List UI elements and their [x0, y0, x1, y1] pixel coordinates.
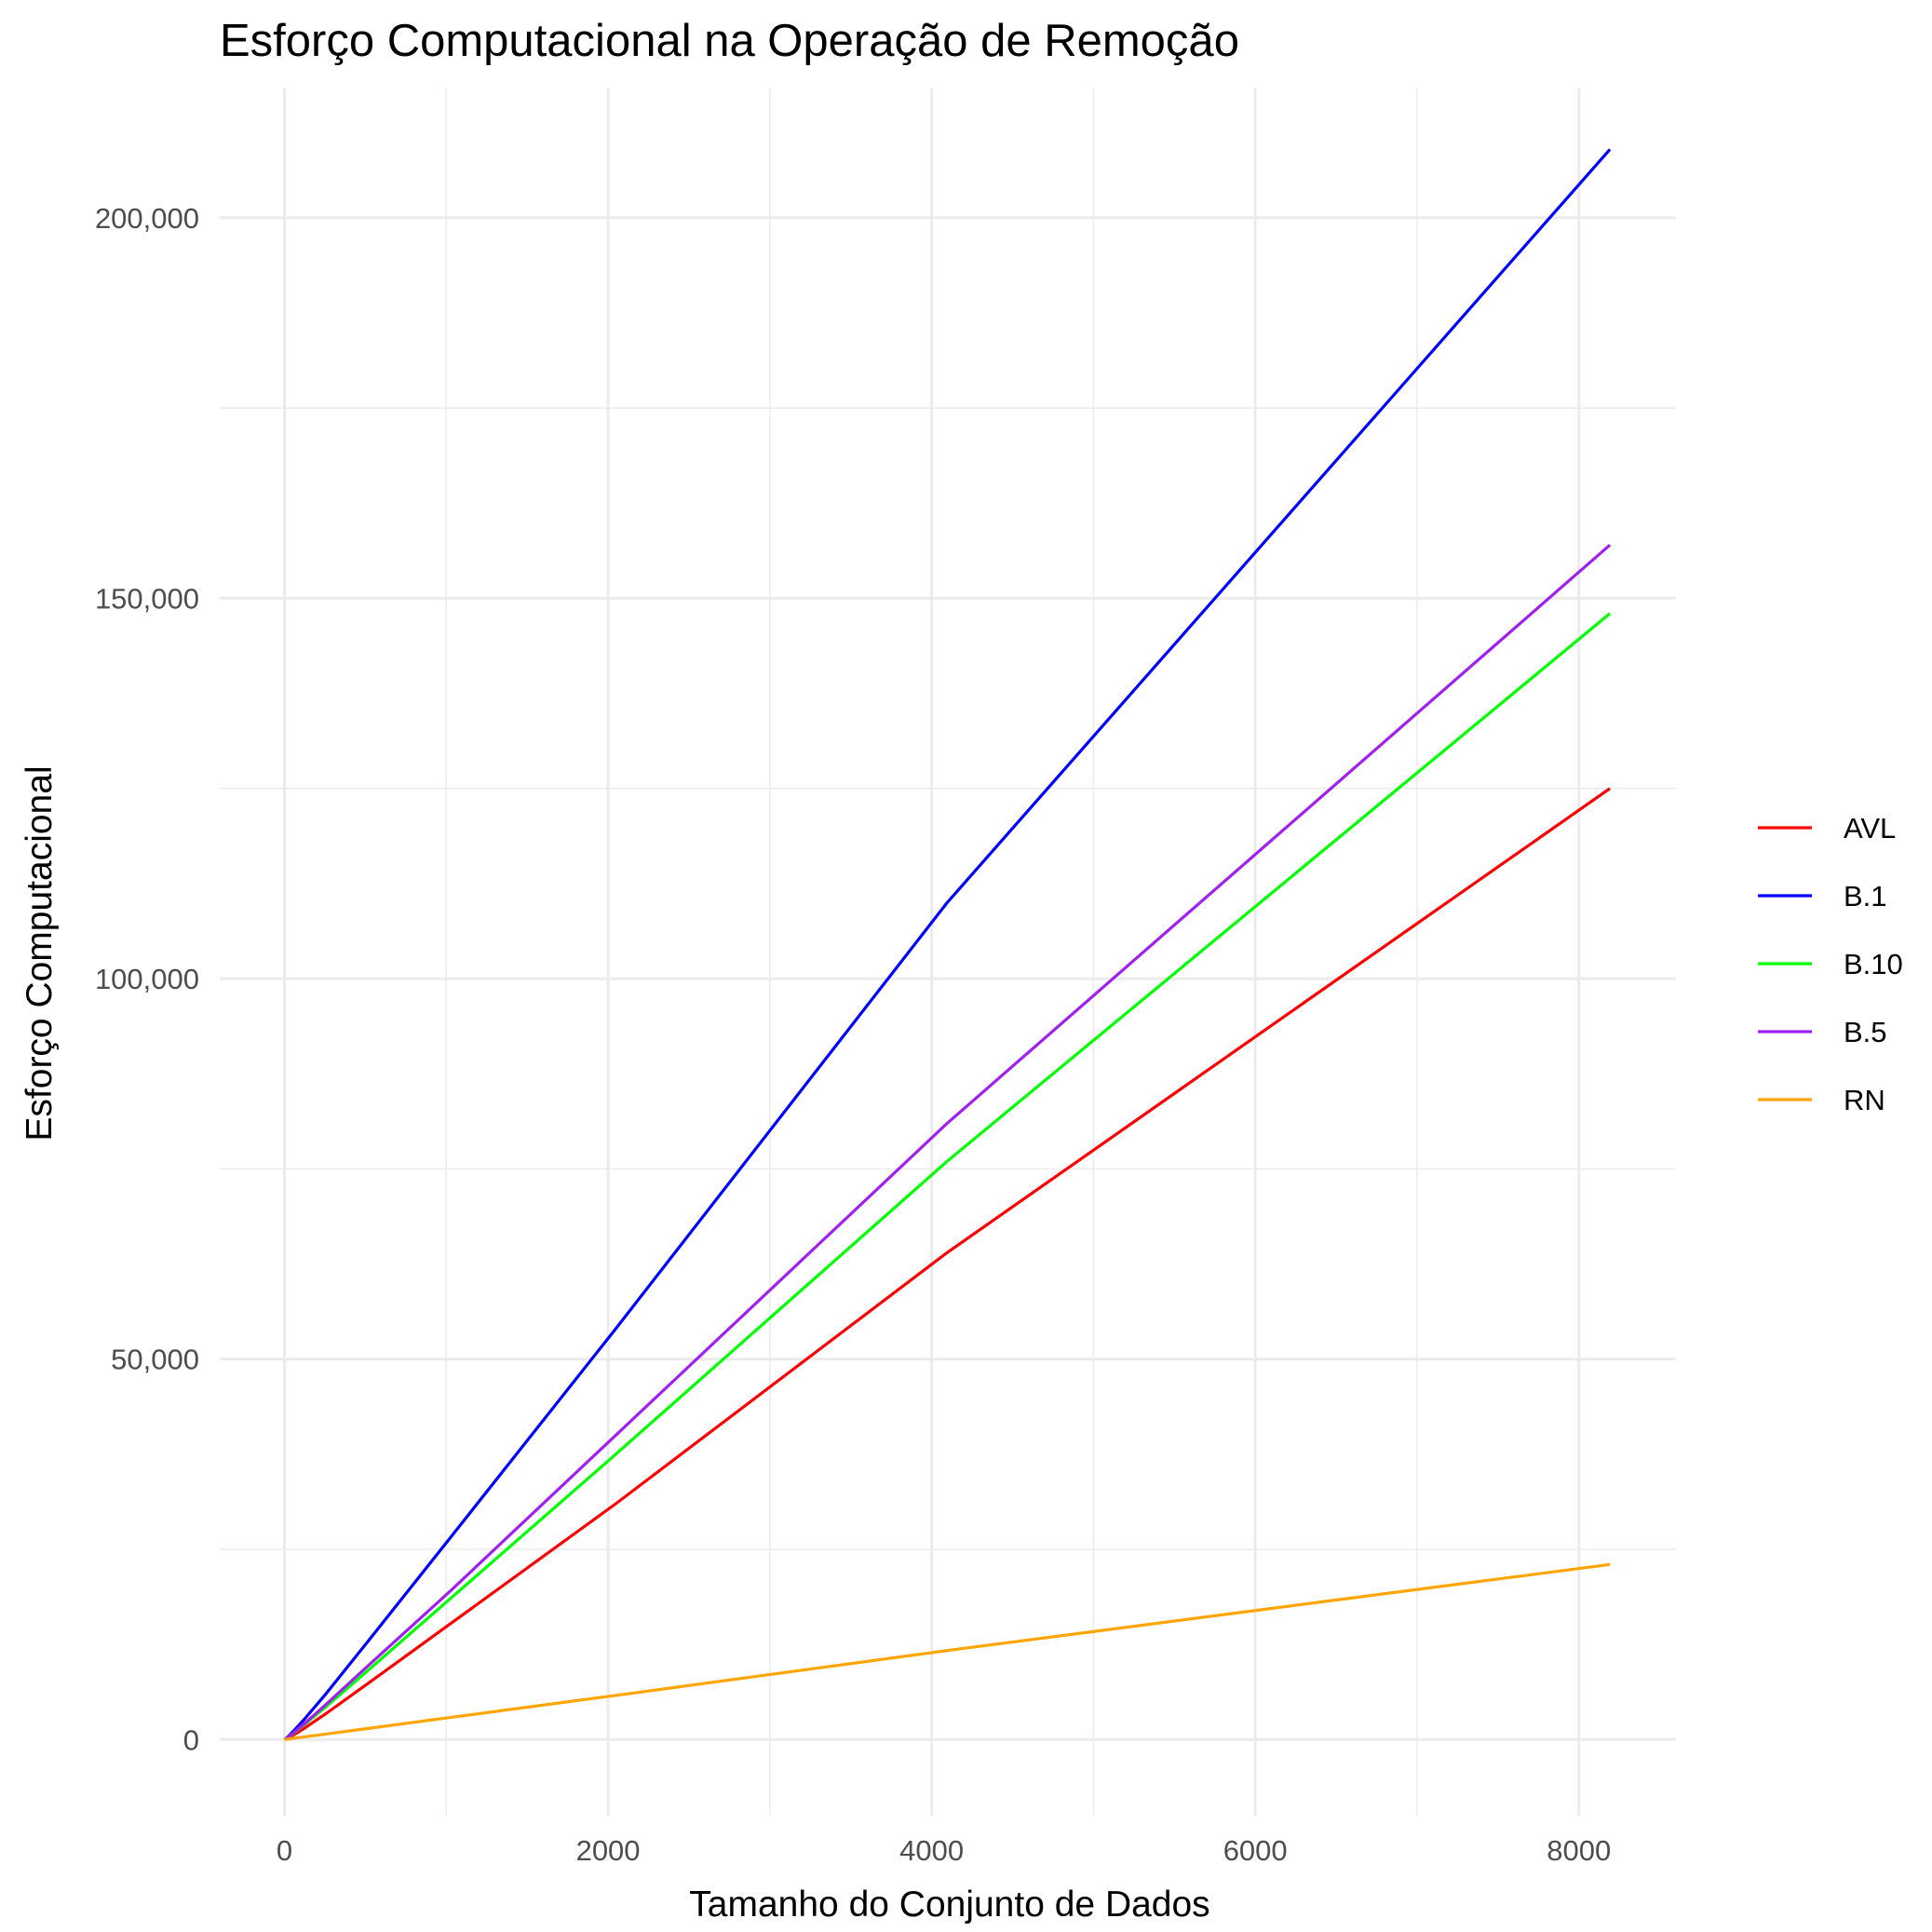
x-tick-label: 0: [277, 1834, 292, 1867]
y-tick-label: 200,000: [95, 202, 199, 235]
legend-item: B.1: [1758, 880, 1887, 912]
legend-item: B.5: [1758, 1016, 1887, 1048]
legend: AVL B.1 B.10 B.5 RN: [1758, 812, 1903, 1116]
y-axis-title: Esforço Computacional: [20, 765, 60, 1141]
series-line-rn: [284, 1562, 1611, 1741]
legend-label: B.10: [1844, 948, 1903, 980]
x-tick-label: 6000: [1223, 1834, 1288, 1867]
x-tick-labels: 0 2000 4000 6000 8000: [277, 1834, 1611, 1867]
series-lines: [283, 148, 1612, 1741]
legend-label: RN: [1844, 1084, 1885, 1116]
y-tick-labels: 0 50,000 100,000 150,000 200,000: [95, 202, 199, 1756]
y-tick-label: 0: [183, 1723, 199, 1756]
y-tick-label: 150,000: [95, 583, 199, 615]
legend-label: AVL: [1844, 812, 1896, 844]
legend-item: RN: [1758, 1084, 1885, 1116]
x-tick-label: 8000: [1547, 1834, 1611, 1867]
legend-label: B.5: [1844, 1016, 1887, 1048]
y-tick-label: 100,000: [95, 963, 199, 995]
chart-title: Esforço Computacional na Operação de Rem…: [220, 16, 1239, 66]
x-tick-label: 2000: [576, 1834, 641, 1867]
grid: [220, 88, 1676, 1816]
x-axis-title: Tamanho do Conjunto de Dados: [689, 1885, 1209, 1925]
y-tick-label: 50,000: [111, 1344, 199, 1376]
x-tick-label: 4000: [899, 1834, 964, 1867]
legend-item: B.10: [1758, 948, 1903, 980]
legend-label: B.1: [1844, 880, 1887, 912]
legend-item: AVL: [1758, 812, 1896, 844]
